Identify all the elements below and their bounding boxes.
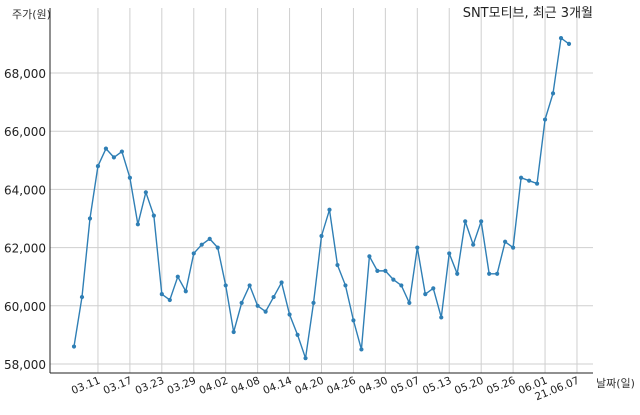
data-point (359, 347, 364, 352)
y-tick-label: 58,000 (4, 358, 46, 372)
data-point (191, 251, 196, 256)
x-axis-label: 날짜(일) (596, 376, 635, 390)
data-point (167, 297, 172, 303)
x-tick-label: 05.07 (389, 375, 421, 397)
x-tick-label: 04.08 (229, 375, 261, 397)
data-point (103, 146, 109, 151)
data-point (391, 277, 396, 282)
x-tick-label: 05.13 (421, 375, 453, 397)
data-point (279, 280, 284, 285)
grid-lines (50, 8, 593, 373)
data-point (550, 91, 556, 96)
data-point (255, 303, 260, 308)
data-point (399, 283, 404, 288)
data-point (471, 242, 476, 247)
x-tick-label: 05.26 (485, 375, 518, 398)
data-point (542, 117, 548, 122)
data-point (351, 318, 356, 323)
data-point (183, 289, 188, 294)
y-tick-label: 62,000 (4, 242, 46, 256)
data-point (271, 294, 276, 300)
data-point (215, 245, 220, 250)
data-point (566, 41, 572, 47)
data-point (223, 283, 228, 288)
data-point (327, 207, 332, 212)
axes (49, 8, 593, 374)
data-point (207, 236, 212, 241)
data-point (263, 309, 268, 314)
data-point (199, 242, 204, 247)
data-point (511, 245, 516, 250)
y-tick-label: 66,000 (4, 125, 46, 139)
data-point (319, 233, 324, 239)
x-tick-label: 05.20 (453, 375, 485, 397)
data-point (367, 254, 372, 259)
data-point (71, 344, 77, 349)
data-point (423, 292, 428, 297)
data-point (151, 213, 156, 218)
chart-title: SNT모티브, 최근 3개월 (463, 6, 593, 21)
x-tick-label: 03.23 (134, 375, 166, 397)
data-point (431, 286, 436, 291)
data-point (143, 190, 148, 195)
data-point (231, 329, 236, 335)
data-point (534, 181, 540, 186)
data-point (311, 300, 316, 305)
data-point (495, 271, 500, 276)
data-point (239, 300, 244, 305)
y-axis-label: 주가(원) (12, 8, 51, 21)
y-tick-label: 60,000 (4, 300, 46, 314)
data-point (303, 356, 308, 361)
data-point (518, 175, 524, 180)
data-point (287, 312, 292, 317)
x-tick-label: 04.26 (325, 375, 358, 398)
data-point (87, 216, 93, 221)
data-point (343, 283, 348, 288)
data-point (415, 245, 420, 250)
y-tick-label: 68,000 (4, 67, 46, 81)
data-point (119, 149, 125, 154)
data-point (175, 274, 180, 279)
data-point (335, 262, 340, 268)
tick-labels: 58,000 60,000 62,000 64,000 66,000 68,000 03.1… (4, 67, 581, 403)
data-point (95, 164, 101, 169)
x-tick-label: 03.11 (70, 375, 102, 397)
x-tick-label: 04.20 (293, 375, 325, 397)
data-point (111, 155, 117, 160)
data-point (447, 251, 452, 256)
data-point (247, 283, 252, 288)
x-tick-label: 04.02 (197, 375, 229, 397)
data-point (487, 271, 492, 276)
x-tick-label: 03.29 (166, 375, 198, 397)
y-tick-label: 64,000 (4, 183, 46, 197)
data-point (439, 315, 444, 320)
data-point (375, 268, 380, 273)
data-point (407, 300, 412, 305)
x-tick-label: 03.17 (102, 375, 134, 397)
data-point (383, 268, 388, 273)
data-point (79, 294, 85, 300)
x-tick-label: 04.14 (261, 375, 294, 398)
data-point (127, 175, 132, 180)
data-point (558, 35, 564, 41)
data-point (503, 239, 508, 244)
data-point (159, 292, 164, 297)
price-points (71, 35, 572, 361)
data-point (455, 271, 460, 276)
data-point (295, 332, 300, 337)
data-point (479, 219, 484, 224)
data-point (526, 178, 532, 183)
data-point (135, 222, 140, 227)
data-point (463, 219, 468, 224)
x-tick-label: 04.30 (357, 375, 389, 397)
